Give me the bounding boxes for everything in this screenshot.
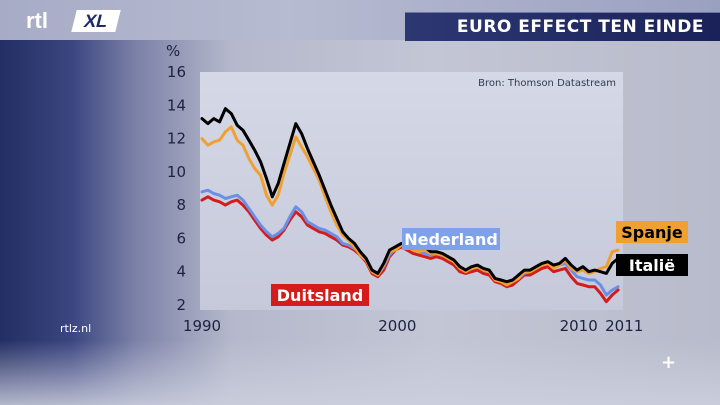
site-url: rtlz.nl bbox=[60, 322, 92, 335]
y-tick-label: 12 bbox=[167, 130, 186, 148]
page-title: EURO EFFECT TEN EINDE bbox=[456, 17, 704, 37]
plus-icon[interactable]: + bbox=[661, 352, 677, 373]
y-tick-label: 4 bbox=[176, 263, 186, 281]
label-box bbox=[271, 284, 369, 306]
series-line-duitsland bbox=[200, 195, 620, 304]
y-axis: 2 4 6 8 10 12 14 16 bbox=[167, 63, 186, 314]
x-tick-label: 2000 bbox=[378, 317, 416, 335]
label-text: Duitsland bbox=[277, 286, 363, 305]
label-text: Italië bbox=[629, 256, 675, 275]
label-spanje: Spanje bbox=[616, 221, 688, 243]
x-tick-label: 2011 bbox=[605, 317, 643, 335]
x-tick-label: 1990 bbox=[183, 317, 221, 335]
y-tick-label: 8 bbox=[176, 196, 186, 214]
label-box bbox=[616, 254, 688, 276]
lower-panel bbox=[0, 340, 720, 405]
label-text: Nederland bbox=[404, 230, 498, 249]
label-duitsland: Duitsland bbox=[271, 284, 369, 306]
title-bar: EURO EFFECT TEN EINDE bbox=[405, 12, 720, 41]
label-nederland: Nederland bbox=[402, 228, 500, 250]
series-labels: Nederland Duitsland Spanje Italië bbox=[271, 221, 688, 306]
y-tick-label: 16 bbox=[167, 63, 186, 81]
x-tick-label: 2010 bbox=[560, 317, 598, 335]
x-axis: 1990 2000 2010 2011 bbox=[183, 317, 643, 335]
rtl-xl-logo: rtl XL bbox=[26, 8, 126, 36]
label-itali: Italië bbox=[616, 254, 688, 276]
label-box bbox=[616, 221, 688, 243]
logo-text: rtl bbox=[26, 8, 48, 33]
y-tick-label: 2 bbox=[176, 296, 186, 314]
label-box bbox=[402, 228, 500, 250]
y-axis-unit: % bbox=[166, 42, 180, 60]
chart-source: Bron: Thomson Datastream bbox=[478, 78, 616, 89]
y-tick-label: 14 bbox=[167, 96, 186, 114]
label-text: Spanje bbox=[621, 223, 683, 242]
y-tick-label: 6 bbox=[176, 229, 186, 247]
plot-area bbox=[200, 72, 623, 310]
y-tick-label: 10 bbox=[167, 163, 186, 181]
